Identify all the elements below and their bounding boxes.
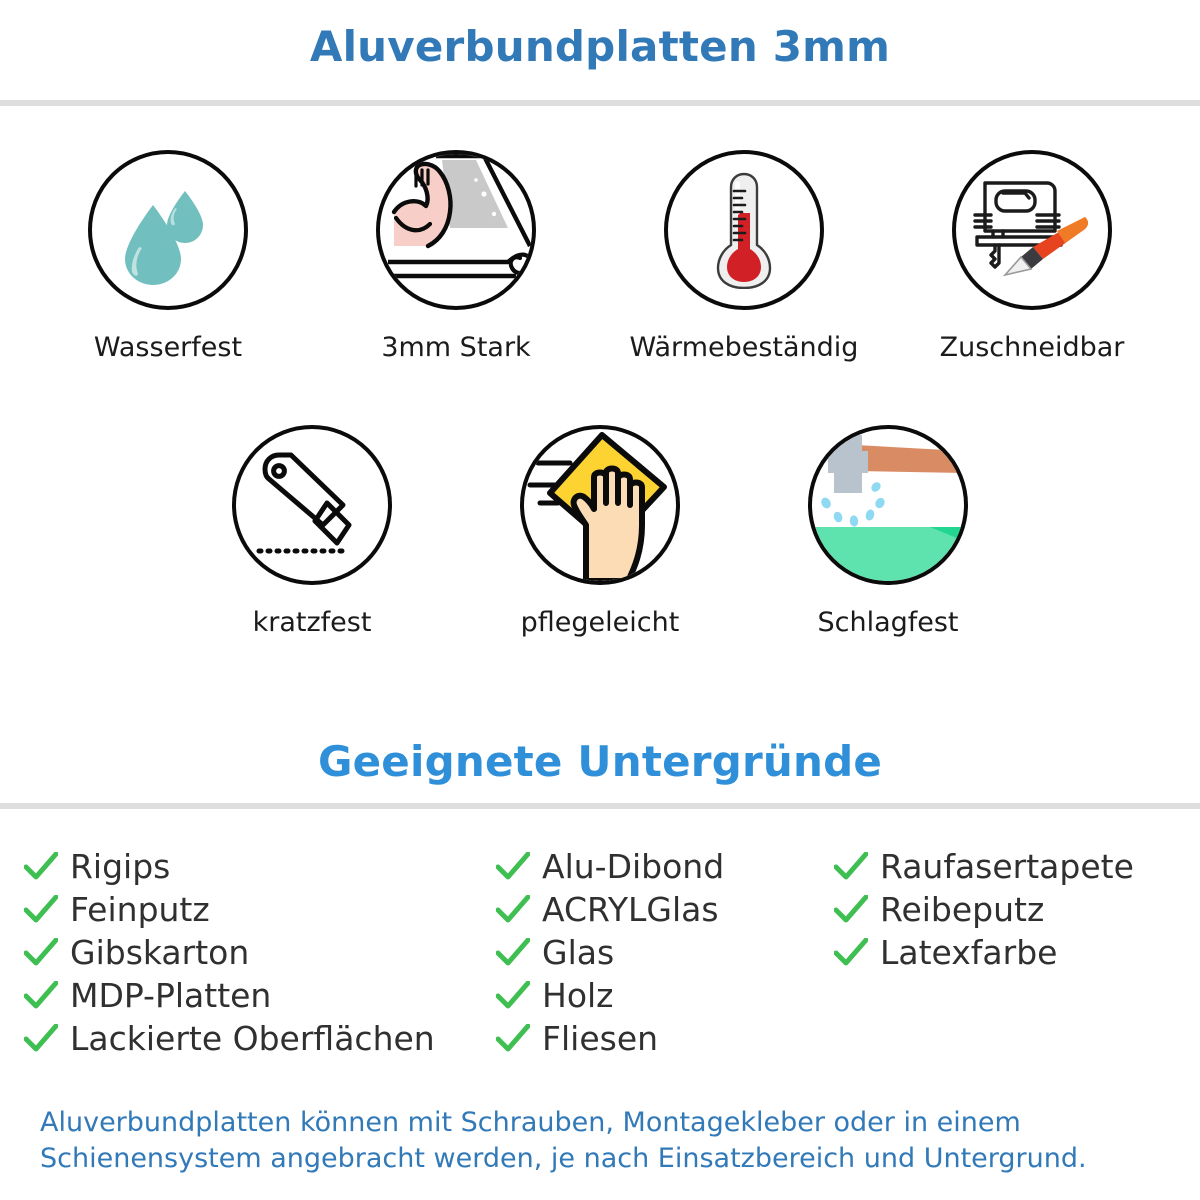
list-item: Rigips bbox=[24, 845, 496, 888]
feature-grid: Wasserfest bbox=[0, 150, 1200, 638]
list-item: Alu-Dibond bbox=[496, 845, 834, 888]
footer-note: Aluverbundplatten können mit Schrauben, … bbox=[40, 1105, 1160, 1177]
feature-kratzfest: kratzfest bbox=[178, 425, 446, 638]
feature-label: pflegeleicht bbox=[520, 607, 680, 638]
cutter-knife-icon bbox=[251, 449, 373, 561]
feature-wasserfest: Wasserfest bbox=[34, 150, 302, 363]
feature-schlagfest: Schlagfest bbox=[754, 425, 1022, 638]
feature-icon-circle bbox=[520, 425, 680, 585]
feature-zuschneidbar: Zuschneidbar bbox=[898, 150, 1166, 363]
list-item-label: Holz bbox=[542, 976, 614, 1015]
list-item: ACRYLGlas bbox=[496, 888, 834, 931]
feature-label: Wärmebeständig bbox=[629, 332, 859, 363]
list-item: Raufasertapete bbox=[834, 845, 1174, 888]
feature-label: Wasserfest bbox=[93, 332, 243, 363]
check-icon bbox=[834, 937, 868, 968]
footer-line-2: Schienensystem angebracht werden, je nac… bbox=[40, 1143, 1087, 1175]
feature-pflegeleicht: pflegeleicht bbox=[466, 425, 734, 638]
feature-row-2: kratzfest bbox=[0, 425, 1200, 638]
check-icon bbox=[834, 894, 868, 925]
list-item-label: Alu-Dibond bbox=[542, 847, 725, 886]
check-icon bbox=[24, 937, 58, 968]
list-item-label: ACRYLGlas bbox=[542, 890, 719, 929]
list-item: Reibeputz bbox=[834, 888, 1174, 931]
feature-label: kratzfest bbox=[252, 607, 372, 638]
feature-label: 3mm Stark bbox=[381, 332, 531, 363]
feature-icon-circle bbox=[232, 425, 392, 585]
check-icon bbox=[496, 894, 530, 925]
list-item: Glas bbox=[496, 931, 834, 974]
page-title: Aluverbundplatten 3mm bbox=[309, 22, 891, 71]
feature-icon-circle bbox=[808, 425, 968, 585]
list-item: Fliesen bbox=[496, 1017, 834, 1060]
jigsaw-cutter-icon bbox=[969, 167, 1095, 293]
feature-waermebestaendig: Wärmebeständig bbox=[610, 150, 878, 363]
list-item: Lackierte Oberflächen bbox=[24, 1017, 496, 1060]
list-item: Holz bbox=[496, 974, 834, 1017]
list-item-label: Reibeputz bbox=[880, 890, 1045, 929]
check-icon bbox=[834, 851, 868, 882]
check-icon bbox=[24, 894, 58, 925]
feature-label: Zuschneidbar bbox=[939, 332, 1125, 363]
list-item: Gibskarton bbox=[24, 931, 496, 974]
thermometer-icon bbox=[712, 171, 776, 289]
hammer-impact-icon bbox=[812, 429, 964, 581]
list-item: MDP-Platten bbox=[24, 974, 496, 1017]
feature-icon-circle bbox=[88, 150, 248, 310]
list-item: Latexfarbe bbox=[834, 931, 1174, 974]
list-item-label: Gibskarton bbox=[70, 933, 250, 972]
check-icon bbox=[496, 980, 530, 1011]
list-item-label: Feinputz bbox=[70, 890, 210, 929]
list-item-label: Lackierte Oberflächen bbox=[70, 1019, 435, 1058]
list-item-label: Raufasertapete bbox=[880, 847, 1134, 886]
check-icon bbox=[24, 1023, 58, 1054]
checklist-column-3: Raufasertapete Reibeputz Latexfarbe bbox=[834, 845, 1174, 1060]
divider-middle bbox=[0, 803, 1200, 809]
check-icon bbox=[496, 851, 530, 882]
check-icon bbox=[496, 1023, 530, 1054]
divider-top bbox=[0, 100, 1200, 106]
hand-cloth-icon bbox=[524, 429, 676, 581]
list-item: Feinputz bbox=[24, 888, 496, 931]
checklist-column-1: Rigips Feinputz Gibskarton MDP-Platten bbox=[24, 845, 496, 1060]
feature-icon-circle bbox=[664, 150, 824, 310]
list-item-label: MDP-Platten bbox=[70, 976, 272, 1015]
list-item-label: Glas bbox=[542, 933, 615, 972]
footer-line-1: Aluverbundplatten können mit Schrauben, … bbox=[40, 1107, 1021, 1138]
feature-3mm-stark: 3mm Stark bbox=[322, 150, 590, 363]
suitable-surfaces-list: Rigips Feinputz Gibskarton MDP-Platten bbox=[0, 845, 1200, 1060]
feature-row-1: Wasserfest bbox=[0, 150, 1200, 363]
check-icon bbox=[24, 851, 58, 882]
feature-icon-circle bbox=[376, 150, 536, 310]
check-icon bbox=[496, 937, 530, 968]
water-drops-icon bbox=[113, 175, 223, 285]
list-item-label: Rigips bbox=[70, 847, 171, 886]
check-icon bbox=[24, 980, 58, 1011]
feature-icon-circle bbox=[952, 150, 1112, 310]
checklist-column-2: Alu-Dibond ACRYLGlas Glas Holz bbox=[496, 845, 834, 1060]
feature-label: Schlagfest bbox=[817, 607, 959, 638]
list-item-label: Latexfarbe bbox=[880, 933, 1058, 972]
flexed-bicep-icon bbox=[380, 154, 532, 306]
list-item-label: Fliesen bbox=[542, 1019, 659, 1058]
section-title-untergruende: Geeignete Untergründe bbox=[317, 737, 883, 786]
